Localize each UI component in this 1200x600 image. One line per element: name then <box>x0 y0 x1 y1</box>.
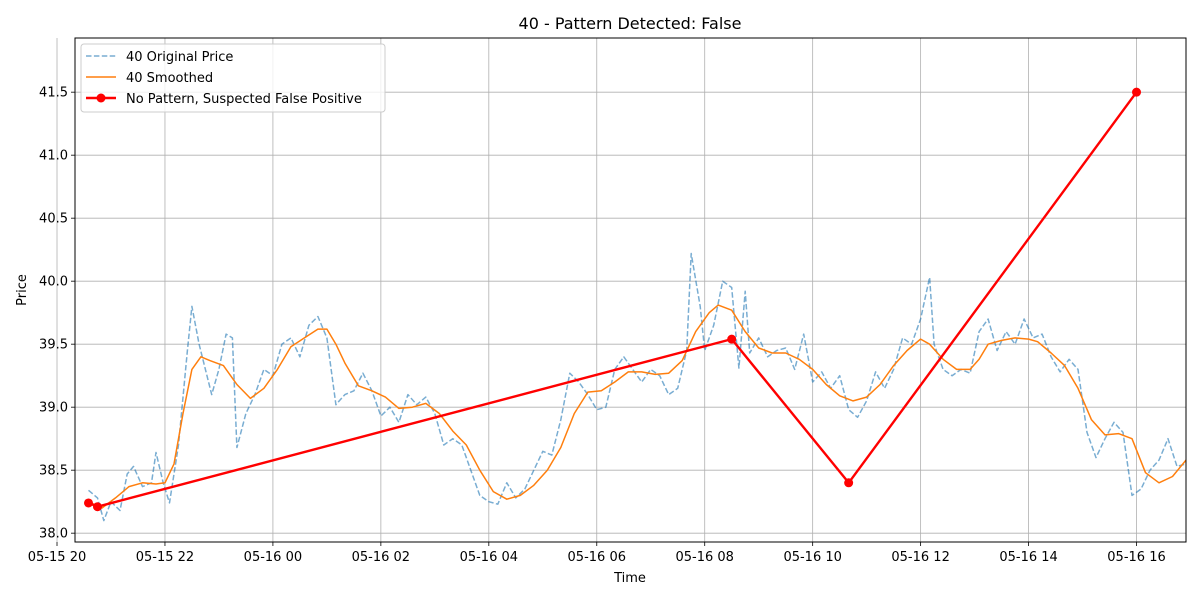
series-layer <box>83 87 1186 522</box>
x-tick-label: 05-16 00 <box>244 550 302 565</box>
series-line-1 <box>88 304 1186 509</box>
y-tick-label: 39.0 <box>39 401 68 416</box>
x-tick-label: 05-16 14 <box>999 550 1057 565</box>
legend-label-smoothed: 40 Smoothed <box>126 71 213 86</box>
y-tick-label: 40.0 <box>39 275 68 290</box>
pattern-point-marker <box>83 498 93 508</box>
x-tick-label: 05-16 02 <box>352 550 410 565</box>
y-tick-label: 41.5 <box>39 86 68 101</box>
y-tick-label: 38.5 <box>39 464 68 479</box>
plot-area <box>83 87 1186 522</box>
legend-label-original: 40 Original Price <box>126 50 233 65</box>
y-tick-label: 39.5 <box>39 338 68 353</box>
chart-title: 40 - Pattern Detected: False <box>519 14 742 33</box>
x-tick-label: 05-16 04 <box>460 550 518 565</box>
y-axis-label: Price <box>15 274 30 306</box>
legend-marker-pattern <box>96 93 106 103</box>
pattern-point-marker <box>727 334 737 344</box>
pattern-point-marker <box>92 502 102 512</box>
pattern-point-marker <box>1132 87 1142 97</box>
y-axis: 38.0 38.5 39.0 39.5 40.0 40.5 41.0 41.5 <box>39 86 75 542</box>
x-tick-label: 05-16 10 <box>783 550 841 565</box>
grid <box>56 38 1186 542</box>
x-tick-label: 05-15 20 <box>28 550 86 565</box>
y-tick-label: 40.5 <box>39 212 68 227</box>
axes-frame <box>74 37 1187 543</box>
x-tick-label: 05-16 06 <box>568 550 626 565</box>
y-tick-label: 41.0 <box>39 149 68 164</box>
legend-label-pattern: No Pattern, Suspected False Positive <box>126 92 362 107</box>
x-tick-label: 05-15 22 <box>136 550 194 565</box>
x-axis-label: Time <box>613 571 646 586</box>
x-axis: 05-15 20 05-15 22 05-16 00 05-16 02 05-16 04… <box>28 542 1166 565</box>
pattern-point-marker <box>844 478 854 488</box>
y-tick-label: 38.0 <box>39 527 68 542</box>
x-tick-label: 05-16 16 <box>1107 550 1165 565</box>
x-tick-label: 05-16 12 <box>891 550 949 565</box>
legend: 40 Original Price 40 Smoothed No Pattern… <box>80 43 386 113</box>
x-tick-label: 05-16 08 <box>675 550 733 565</box>
series-line-0 <box>88 252 1186 522</box>
legend-frame <box>80 43 386 113</box>
